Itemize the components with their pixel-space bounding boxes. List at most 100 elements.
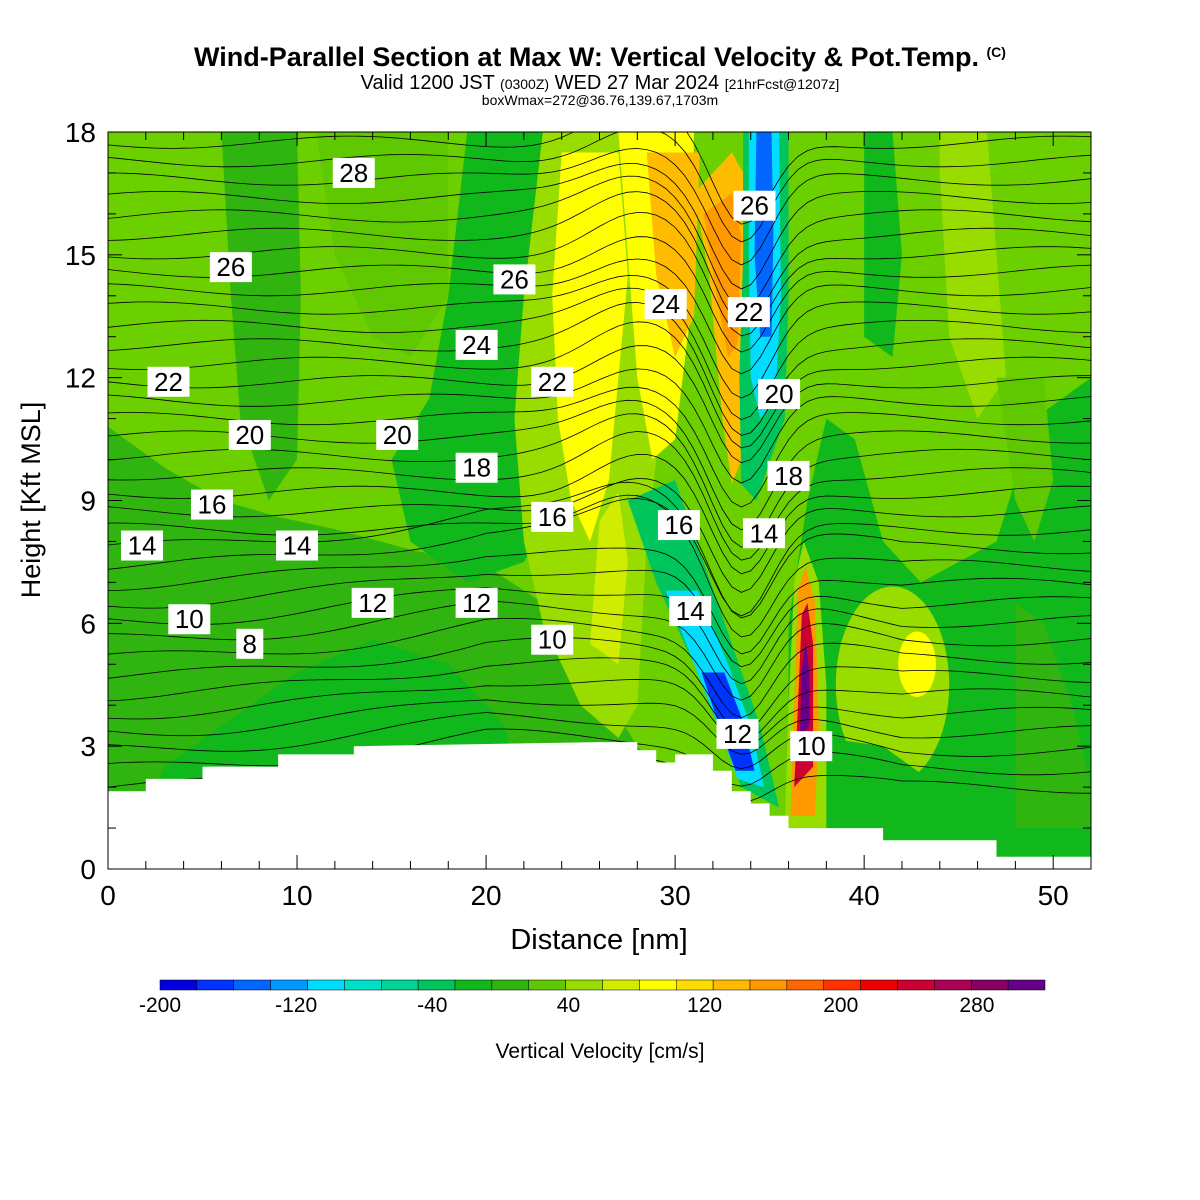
colorbar-swatch: [344, 979, 382, 991]
colorbar-label: Vertical Velocity [cm/s]: [496, 1040, 705, 1063]
y-tick-label: 9: [80, 486, 96, 517]
y-tick-label: 18: [65, 117, 96, 148]
colorbar-tick-label: -200: [139, 994, 181, 1017]
theta-label-box: [121, 530, 164, 561]
theta-label-text: 26: [216, 252, 245, 282]
theta-label-text: 16: [664, 510, 693, 540]
terrain-mask: [108, 742, 1091, 869]
theta-label: 26: [209, 252, 252, 283]
theta-label: 20: [376, 419, 419, 450]
theta-contour: [108, 481, 1091, 619]
theta-label-box: [376, 419, 419, 450]
vv-region: [864, 132, 902, 358]
colorbar-swatch: [639, 979, 677, 991]
colorbar-swatch: [897, 979, 935, 991]
theta-contour: [108, 587, 1091, 685]
theta-label: 14: [742, 518, 785, 549]
x-tick-label: 20: [470, 880, 501, 911]
colorbar-swatch: [1007, 979, 1046, 991]
theta-label: 22: [147, 366, 190, 397]
theta-label-text: 24: [651, 289, 680, 319]
valid-prefix: Valid 1200 JST: [360, 72, 495, 94]
y-axis-label: Height [Kft MSL]: [16, 402, 46, 599]
theta-label: 22: [727, 297, 770, 328]
theta-contour: [108, 494, 1091, 638]
theta-label-box: [351, 587, 394, 618]
theta-label-box: [209, 252, 252, 283]
theta-label: 20: [228, 419, 271, 450]
theta-label-box: [493, 264, 536, 295]
theta-label-text: 16: [538, 502, 567, 532]
theta-label-box: [727, 297, 770, 328]
theta-label-text: 14: [676, 596, 705, 626]
theta-label-text: 12: [723, 719, 752, 749]
theta-label: 18: [767, 460, 810, 491]
theta-label-text: 28: [339, 158, 368, 188]
theta-label-text: 18: [774, 461, 803, 491]
theta-label-text: 8: [243, 629, 257, 659]
theta-label: 26: [493, 264, 536, 295]
theta-label-box: [531, 366, 574, 397]
theta-label-text: 12: [462, 588, 491, 618]
colorbar-tick-label: 200: [823, 994, 858, 1017]
colorbar-tick-label: 40: [557, 994, 580, 1017]
theta-label-box: [168, 604, 211, 635]
x-tick-label: 40: [849, 880, 880, 911]
theta-contour: [108, 287, 1091, 421]
theta-label-text: 26: [740, 191, 769, 221]
colorbar-tick-label: -120: [275, 994, 317, 1017]
valid-time: Valid 1200 JST (0300Z) WED 27 Mar 2024 […: [0, 72, 1200, 95]
colorbar-swatch: [565, 979, 603, 991]
theta-label-box: [228, 419, 271, 450]
theta-contour: [108, 132, 1091, 225]
theta-contour: [108, 175, 1091, 310]
theta-label-box: [531, 624, 574, 655]
theta-label-text: 20: [235, 420, 264, 450]
chart-title: Wind-Parallel Section at Max W: Vertical…: [0, 42, 1200, 73]
theta-contour: [108, 258, 1091, 375]
theta-label: 28: [332, 157, 375, 188]
theta-label-box: [716, 718, 759, 749]
theta-label-text: 22: [538, 367, 567, 397]
theta-label-box: [742, 518, 785, 549]
y-tick-label: 15: [65, 240, 96, 271]
y-tick-label: 6: [80, 608, 96, 639]
theta-label-box: [455, 452, 498, 483]
theta-contour: [108, 191, 1091, 324]
colorbar-swatch: [823, 979, 861, 991]
theta-label-box: [455, 587, 498, 618]
theta-contour: [108, 453, 1091, 575]
theta-label-text: 14: [128, 531, 157, 561]
theta-label: 22: [531, 366, 574, 397]
theta-contour: [108, 345, 1091, 464]
theta-label: 8: [236, 628, 264, 659]
colorbar-swatch: [528, 979, 566, 991]
theta-contour: [108, 478, 1091, 593]
theta-contour: [108, 600, 1091, 701]
theta-label-box: [455, 329, 498, 360]
box-info: boxWmax=272@36.76,139.67,1703m: [481, 92, 719, 108]
x-axis-label: Distance [nm]: [510, 924, 687, 956]
theta-label-text: 22: [154, 367, 183, 397]
theta-label: 18: [455, 452, 498, 483]
x-tick-label: 10: [281, 880, 312, 911]
theta-label-box: [147, 366, 190, 397]
theta-contour: [108, 728, 1091, 787]
theta-label-text: 20: [765, 379, 794, 409]
theta-contour: [108, 148, 1091, 266]
copyright-mark: (C): [986, 44, 1006, 60]
colorbar-swatch: [602, 979, 640, 991]
forecast-info: [21hrFcst@1207z]: [724, 76, 840, 92]
theta-label-text: 14: [283, 531, 312, 561]
theta-label-box: [767, 460, 810, 491]
colorbar-swatch: [454, 979, 493, 991]
colorbar-swatch: [491, 979, 529, 991]
colorbar-swatch: [417, 979, 456, 991]
theta-contour: [108, 498, 1091, 617]
colorbar-tick-label: -40: [417, 994, 447, 1017]
theta-contour: [108, 236, 1091, 353]
colorbar-tick-label: 280: [959, 994, 994, 1017]
theta-label-box: [790, 731, 833, 762]
theta-label-text: 10: [175, 604, 204, 634]
